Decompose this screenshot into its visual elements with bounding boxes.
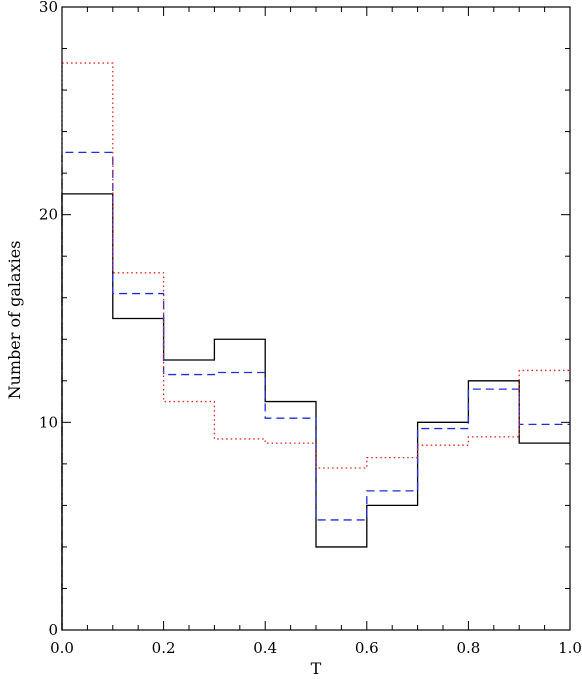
y-tick-label: 20: [39, 206, 58, 224]
x-tick-label: 0.0: [50, 639, 74, 657]
y-tick-label: 0: [48, 621, 58, 639]
y-tick-label: 30: [39, 0, 58, 16]
x-axis-label: T: [311, 659, 322, 678]
y-axis-label: Number of galaxies: [5, 241, 24, 400]
x-tick-label: 1.0: [558, 639, 582, 657]
series-solid-line: [61, 193, 570, 630]
series-layer: [61, 62, 570, 630]
x-tick-label: 0.8: [456, 639, 480, 657]
tick-layer: [61, 6, 571, 631]
x-tick-label: 0.6: [355, 639, 379, 657]
series-dashed-line: [61, 151, 570, 630]
x-tick-label: 0.2: [152, 639, 176, 657]
x-tick-label: 0.4: [253, 639, 277, 657]
y-tick-label: 10: [39, 413, 58, 431]
tick-label-layer: 0.0 0.2 0.4 0.6 0.8 1.0 0 10 20 30: [39, 0, 582, 657]
